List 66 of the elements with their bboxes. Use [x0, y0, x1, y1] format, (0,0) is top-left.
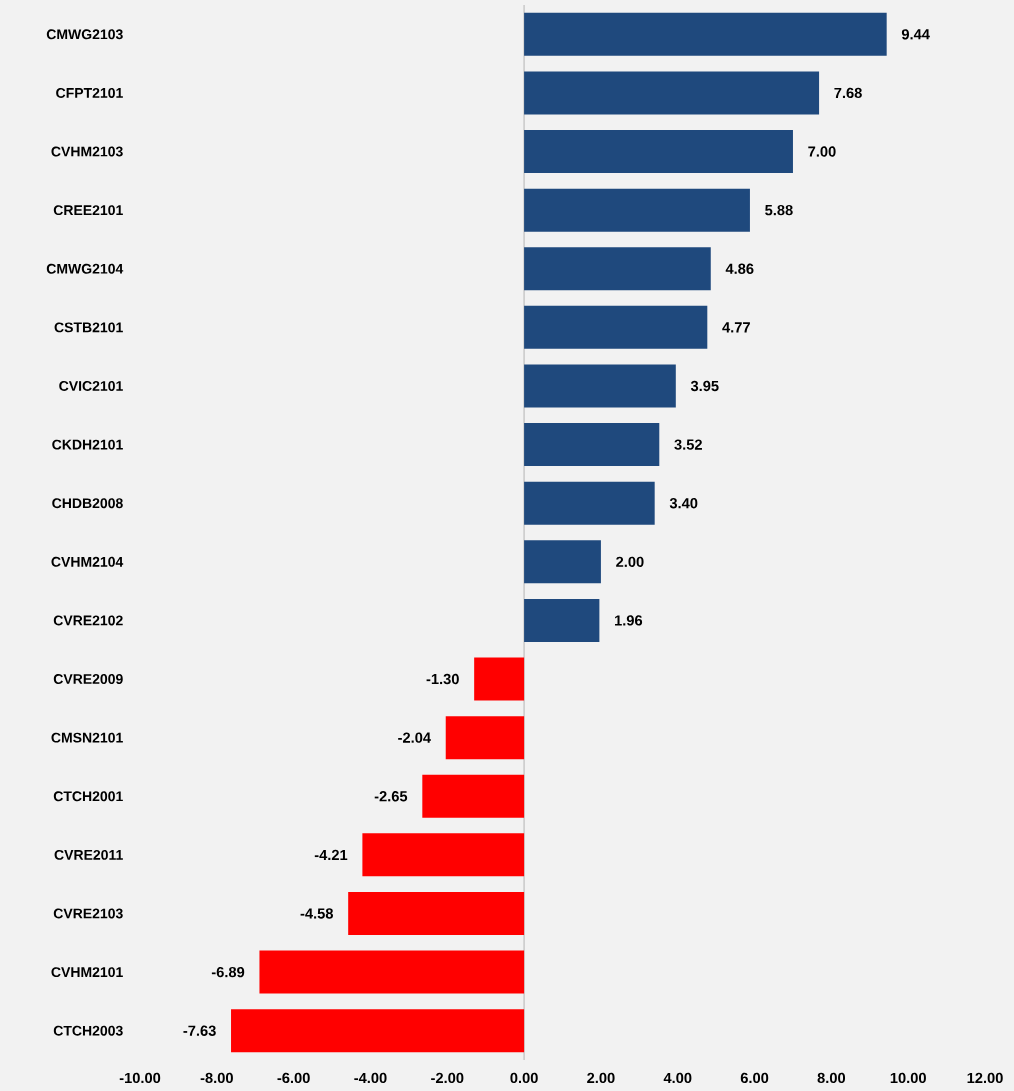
bar [524, 12, 887, 56]
y-tick-label: CHDB2008 [52, 498, 123, 509]
data-label: 4.86 [725, 263, 754, 274]
bar [524, 71, 820, 115]
data-label: -2.65 [374, 791, 408, 802]
data-label: 3.40 [669, 498, 698, 509]
bar [474, 657, 525, 701]
x-tick-label: -4.00 [354, 1072, 387, 1084]
data-label: 3.52 [674, 439, 702, 450]
x-tick-label: 6.00 [740, 1072, 769, 1084]
y-tick-label: CMSN2101 [51, 732, 123, 743]
data-label: 7.68 [834, 87, 862, 99]
bar [422, 774, 525, 818]
data-label: -7.63 [183, 1025, 216, 1036]
x-tick-label: 0.00 [510, 1072, 538, 1084]
data-label: 1.96 [615, 615, 643, 626]
bar [524, 598, 600, 642]
x-tick-label: 8.00 [817, 1072, 846, 1084]
x-tick-label: 12.00 [967, 1072, 1003, 1084]
data-label: 2.00 [616, 556, 644, 568]
data-label: 5.88 [765, 204, 793, 216]
y-tick-label: CREE2101 [53, 205, 123, 216]
data-label: 4.77 [722, 322, 750, 333]
x-tick-label: -8.00 [200, 1072, 233, 1084]
x-tick-label: 10.00 [890, 1072, 926, 1084]
y-tick-label: CTCH2001 [53, 791, 123, 802]
y-tick-label: CVHM2103 [51, 146, 123, 157]
bar [524, 247, 711, 291]
y-tick-label: CVRE2102 [53, 615, 123, 626]
bar [445, 716, 525, 760]
bar [524, 481, 655, 525]
x-tick-label: 2.00 [587, 1072, 615, 1084]
data-label: -1.30 [426, 673, 459, 685]
bar [524, 130, 793, 174]
data-label: -6.89 [211, 966, 245, 978]
data-label: -4.58 [300, 908, 334, 919]
y-tick-label: CKDH2101 [52, 439, 123, 450]
bar [524, 540, 601, 584]
bar [259, 950, 525, 994]
y-tick-label: CMWG2104 [46, 263, 124, 274]
y-tick-label: CVHM2104 [51, 556, 124, 567]
data-label: -2.04 [398, 732, 431, 743]
bar [231, 1009, 525, 1053]
x-tick-label: -6.00 [277, 1072, 310, 1084]
y-tick-label: CVRE2011 [54, 849, 123, 860]
x-tick-label: -2.00 [431, 1072, 464, 1084]
y-tick-label: CFPT2101 [56, 87, 123, 98]
y-tick-label: CVRE2009 [53, 674, 123, 684]
data-label: -4.21 [314, 849, 348, 860]
bar [524, 305, 708, 349]
y-tick-label: CTCH2003 [53, 1025, 123, 1036]
bar [362, 833, 525, 877]
bar [524, 423, 660, 467]
bar [524, 364, 676, 408]
y-tick-label: CVHM2101 [51, 967, 123, 978]
data-label: 9.44 [901, 29, 930, 40]
y-tick-label: CVRE2103 [53, 908, 123, 919]
y-tick-label: CVIC2101 [59, 381, 123, 391]
y-tick-label: CMWG2103 [46, 29, 123, 40]
y-tick-label: CSTB2101 [54, 322, 123, 333]
x-tick-label: 4.00 [663, 1072, 692, 1084]
data-label: 3.95 [690, 380, 719, 392]
bar [524, 188, 750, 232]
bar [348, 891, 525, 935]
data-label: 7.00 [808, 146, 836, 157]
x-tick-label: -10.00 [119, 1072, 161, 1084]
